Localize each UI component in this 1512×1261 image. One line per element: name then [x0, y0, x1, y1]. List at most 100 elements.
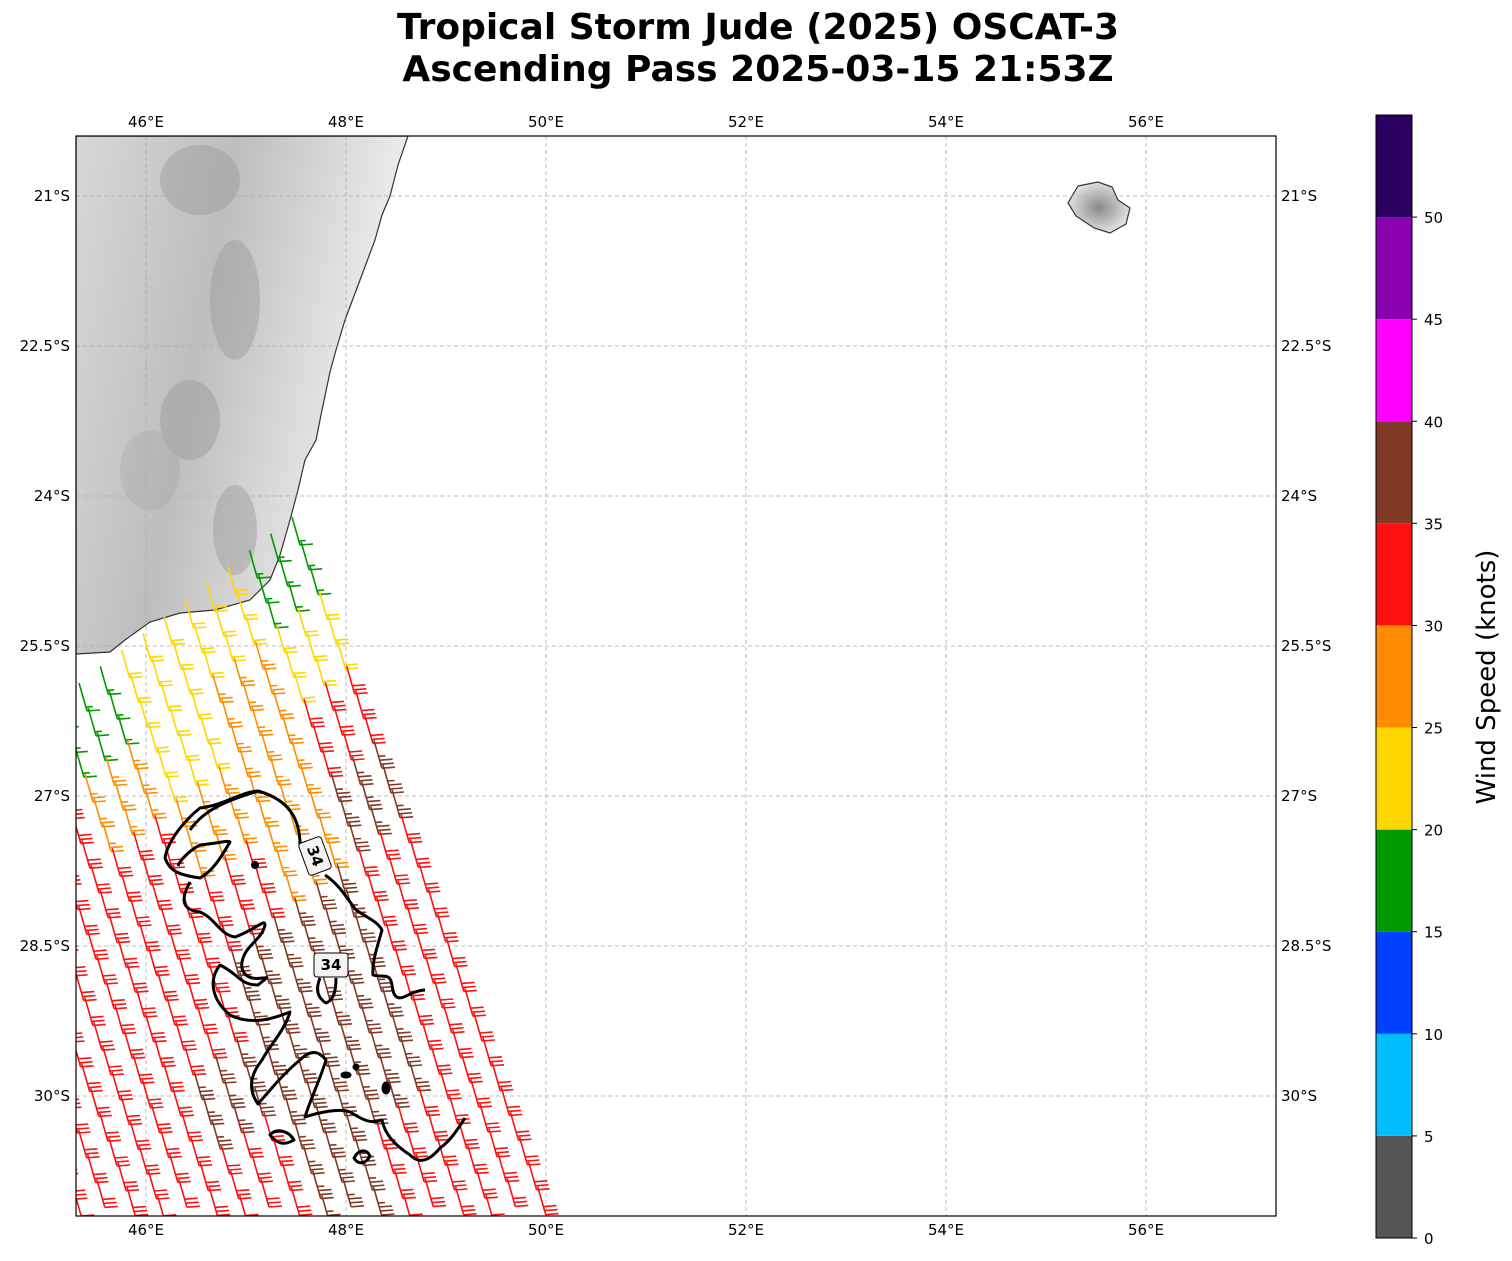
barb-feather	[318, 742, 332, 745]
barb-feather	[240, 1126, 254, 1130]
wind-barb	[309, 1013, 331, 1043]
barb-feather	[364, 866, 378, 869]
barb-feather	[127, 891, 141, 894]
wind-barb	[473, 1012, 496, 1042]
wind-barb	[303, 922, 325, 952]
wind-barb	[76, 1123, 91, 1134]
barb-feather	[104, 1205, 118, 1209]
barb-half-feather	[262, 1036, 270, 1039]
barb-feather	[266, 973, 280, 977]
wind-barb	[81, 839, 103, 869]
wind-barb	[291, 740, 313, 770]
wind-barb	[491, 1062, 514, 1092]
barb-staff	[141, 856, 152, 885]
barb-staff	[148, 723, 158, 753]
wind-barb	[315, 880, 338, 910]
barb-feather	[344, 886, 358, 890]
wind-barb	[439, 1070, 462, 1100]
lon-tick-label-bottom: 52°E	[728, 1221, 764, 1239]
barb-staff	[333, 1153, 343, 1183]
barb-feather	[370, 1180, 384, 1183]
barb-feather	[179, 1110, 193, 1113]
barb-feather	[210, 1118, 224, 1122]
barb-staff	[102, 823, 112, 852]
barb-feather	[336, 791, 351, 795]
barb-staff	[218, 765, 228, 794]
barb-half-feather	[236, 742, 244, 745]
barb-staff	[345, 1112, 355, 1141]
barb-staff	[324, 682, 335, 711]
barb-feather	[272, 1064, 286, 1068]
barb-feather	[243, 837, 257, 840]
barb-feather	[247, 1219, 260, 1220]
barb-staff	[290, 1186, 301, 1216]
barb-staff	[366, 872, 377, 901]
barb-feather	[303, 1073, 317, 1076]
barb-feather	[145, 1164, 159, 1167]
barb-staff	[406, 1128, 416, 1158]
barb-half-feather	[111, 776, 120, 779]
wind-barb	[120, 1096, 143, 1126]
barb-staff	[272, 690, 283, 720]
barb-half-feather	[274, 995, 282, 998]
barb-feather	[166, 924, 180, 927]
wind-barb	[400, 814, 423, 844]
barb-half-feather	[317, 589, 325, 592]
colorbar-tick-label: 40	[1424, 413, 1443, 431]
barb-feather	[154, 1189, 168, 1192]
barb-staff	[369, 1029, 380, 1059]
barb-staff	[199, 1162, 209, 1191]
wind-barb	[321, 748, 344, 778]
barb-half-feather	[285, 800, 293, 803]
barb-staff	[336, 864, 347, 893]
barb-feather	[434, 907, 448, 910]
barb-feather	[337, 1019, 352, 1022]
barb-feather	[76, 966, 86, 969]
barb-staff	[281, 715, 292, 744]
barb-feather	[268, 754, 282, 757]
barb-feather	[371, 737, 385, 741]
barb-feather	[358, 998, 372, 1001]
barb-feather	[370, 957, 384, 960]
barb-feather	[360, 1155, 375, 1159]
barb-staff	[102, 1046, 112, 1076]
wind-barb	[342, 1178, 365, 1208]
wind-barb	[248, 773, 271, 803]
wind-barb	[190, 690, 213, 720]
barb-staff	[400, 814, 410, 843]
wind-barb	[202, 872, 225, 902]
barb-feather	[294, 1048, 308, 1051]
barb-feather	[379, 758, 393, 761]
barb-staff	[500, 1087, 511, 1116]
barb-feather	[93, 949, 107, 952]
lon-tick-label-bottom: 50°E	[528, 1221, 564, 1239]
barb-feather	[292, 895, 306, 898]
barb-staff	[351, 979, 362, 1009]
barb-half-feather	[263, 817, 272, 820]
barb-feather	[271, 911, 285, 915]
barb-feather	[76, 812, 84, 815]
wind-barb	[147, 1170, 170, 1200]
barb-feather	[261, 1110, 275, 1113]
barb-feather	[359, 779, 373, 782]
barb-half-feather	[203, 800, 211, 803]
barb-half-feather	[257, 726, 266, 729]
barb-feather	[185, 978, 200, 981]
barb-staff	[142, 632, 152, 662]
barb-feather	[349, 1201, 364, 1204]
barb-feather	[78, 833, 92, 837]
barb-staff	[224, 856, 234, 885]
barb-feather	[103, 978, 117, 981]
barb-feather	[467, 1072, 481, 1076]
wind-barb	[327, 1062, 350, 1092]
wind-barb	[312, 723, 335, 753]
barb-staff	[67, 724, 75, 752]
barb-staff	[251, 707, 262, 736]
barb-staff	[154, 814, 164, 844]
barb-staff	[208, 740, 219, 769]
wind-barb	[300, 764, 322, 794]
barb-staff	[184, 599, 195, 629]
barb-feather	[309, 717, 323, 720]
wind-barb	[464, 987, 486, 1017]
barb-staff	[406, 905, 416, 934]
